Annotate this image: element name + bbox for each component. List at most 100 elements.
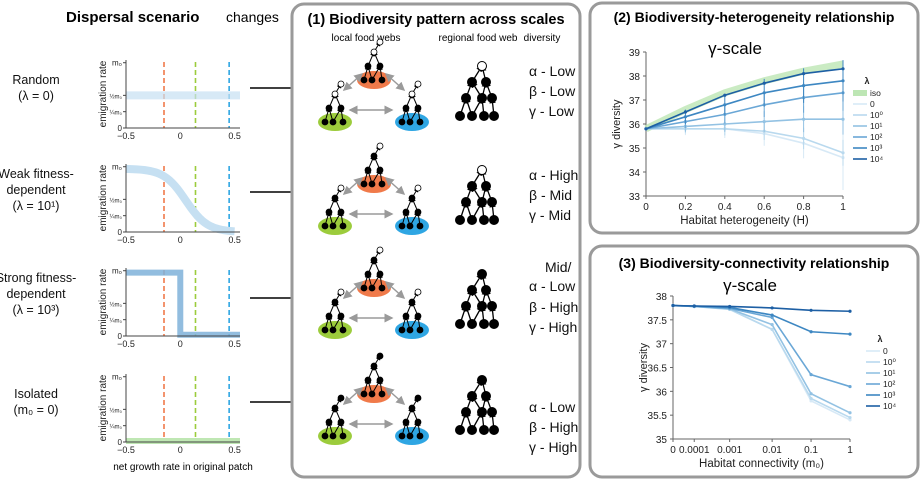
regional-node [477,269,487,279]
web-node [370,362,378,370]
row3-beta: β - High [529,299,578,315]
mini-ytick-label: ¼m₀ [110,425,123,431]
scenario-weak-param: (λ = 10¹) [13,199,60,213]
row3-pre: Mid/ [545,259,572,275]
mini-xtick-label: 0 [178,235,183,245]
row2-gamma: γ - Mid [529,207,571,223]
regional-node [461,407,471,417]
data-point [841,79,845,83]
web-node [376,166,384,174]
mini-xtick-label: 0 [178,131,183,141]
regional-food-web [455,269,499,329]
regional-node [481,181,491,191]
web-node [376,352,384,360]
web-node [378,284,386,292]
data-point [723,122,727,126]
series-line-5 [672,304,851,313]
mini-ytick-label: ¼m₀ [110,215,123,221]
web-node [325,208,333,216]
web-node [414,288,422,296]
web-node [370,152,378,160]
x-tick-label: 0.001 [717,445,742,456]
mini-ytick-label: m₀ [112,59,122,68]
web-node [331,298,339,306]
scenario-random-param: (λ = 0) [18,89,54,103]
web-node [414,104,422,112]
regional-node [467,391,477,401]
data-point [802,72,806,76]
web-node [337,104,345,112]
data-point [809,396,813,401]
x-tick-label: 0.2 [678,202,692,213]
dispersal-arrow [384,387,406,405]
scenario-strong-name: Strong fitness- [0,271,76,285]
regional-node [479,425,489,435]
web-node [378,390,386,398]
mini-ytick-label: ¼m₀ [110,111,123,117]
scenario-strong-param: (λ = 10³) [13,303,60,317]
regional-node [487,407,497,417]
regional-node [467,285,477,295]
web-node [368,180,376,188]
web-node [368,76,376,84]
regional-node [477,301,487,311]
x-tick-label: 1 [847,445,853,456]
y-tick-label: 35 [656,435,668,446]
mini-ytick-label: ½m₀ [110,93,123,100]
web-node [325,104,333,112]
mini-xtick-label: −0.5 [117,339,135,349]
local-food-web [357,352,391,403]
data-point [848,384,852,389]
legend-label: 10⁴ [870,154,883,164]
web-node [402,418,410,426]
web-node [321,432,329,440]
web-node [364,270,372,278]
web-node [398,326,406,334]
web-node [406,222,414,230]
legend-title: λ [877,334,882,344]
mini-curve [126,269,240,338]
data-point [770,327,774,331]
web-row-3 [318,246,499,339]
regional-node [481,391,491,401]
regional-node [479,319,489,329]
local-food-web [318,288,352,339]
y-tick-label: 37.5 [648,316,668,327]
data-point [809,308,813,312]
legend-label: 10² [883,379,895,389]
web-node [337,80,345,88]
mini-ytick-label: m₀ [112,267,122,276]
web-node [416,326,424,334]
regional-node [489,215,499,225]
web-node [368,284,376,292]
web-node [408,298,416,306]
mini-ytick-label: 0 [118,124,123,133]
x-tick-label: 0.6 [757,202,771,213]
regional-node [455,111,465,121]
web-node [337,208,345,216]
web-node [406,326,414,334]
regional-node [477,93,487,103]
row1-beta: β - Low [529,83,576,99]
regional-food-web [455,165,499,225]
dispersal-arrow [342,177,364,195]
legend-label: 10² [870,132,882,142]
x-tick-label: 0 [670,445,676,456]
web-node [406,118,414,126]
web-node [414,394,422,402]
web-node [331,404,339,412]
scenario-random-name: Random [12,73,59,87]
y-tick-label: 38 [656,292,668,303]
regional-node [487,93,497,103]
data-point [683,115,688,119]
web-row-4 [318,352,499,445]
mini-ylabel: emigration rate [98,164,109,231]
local-food-web [318,184,352,235]
web-node [337,418,345,426]
mini-ytick-label: 0 [118,438,123,447]
mini-ytick-label: ½m₀ [110,197,123,204]
regional-food-web [455,61,499,121]
y-tick-label: 35.5 [648,411,668,422]
data-point [809,373,813,377]
